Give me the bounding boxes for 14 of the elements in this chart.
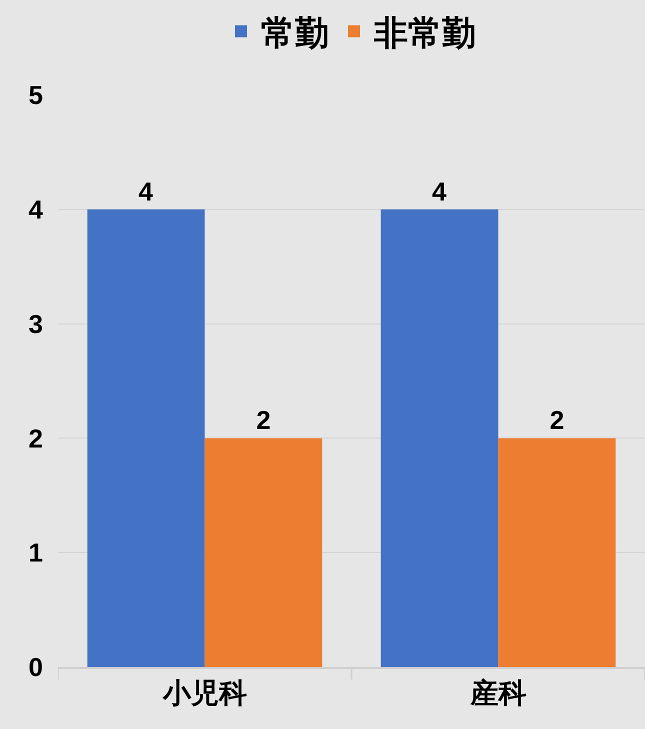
data-label: 2 bbox=[550, 405, 564, 436]
y-tick-label: 3 bbox=[28, 308, 43, 339]
y-tick-label: 5 bbox=[28, 80, 43, 110]
y-tick-label: 4 bbox=[28, 194, 44, 224]
y-tick-label: 2 bbox=[28, 423, 43, 454]
y-tick-label: 0 bbox=[28, 652, 43, 682]
data-label: 2 bbox=[256, 405, 271, 436]
data-label: 4 bbox=[138, 176, 154, 206]
x-tick-label: 小児科 bbox=[162, 677, 247, 708]
legend-label: 常勤 bbox=[261, 14, 329, 53]
x-tick-label: 産科 bbox=[469, 677, 526, 708]
data-label: 4 bbox=[432, 176, 448, 206]
legend-label: 非常勤 bbox=[373, 14, 476, 53]
y-tick-label: 1 bbox=[28, 538, 43, 568]
